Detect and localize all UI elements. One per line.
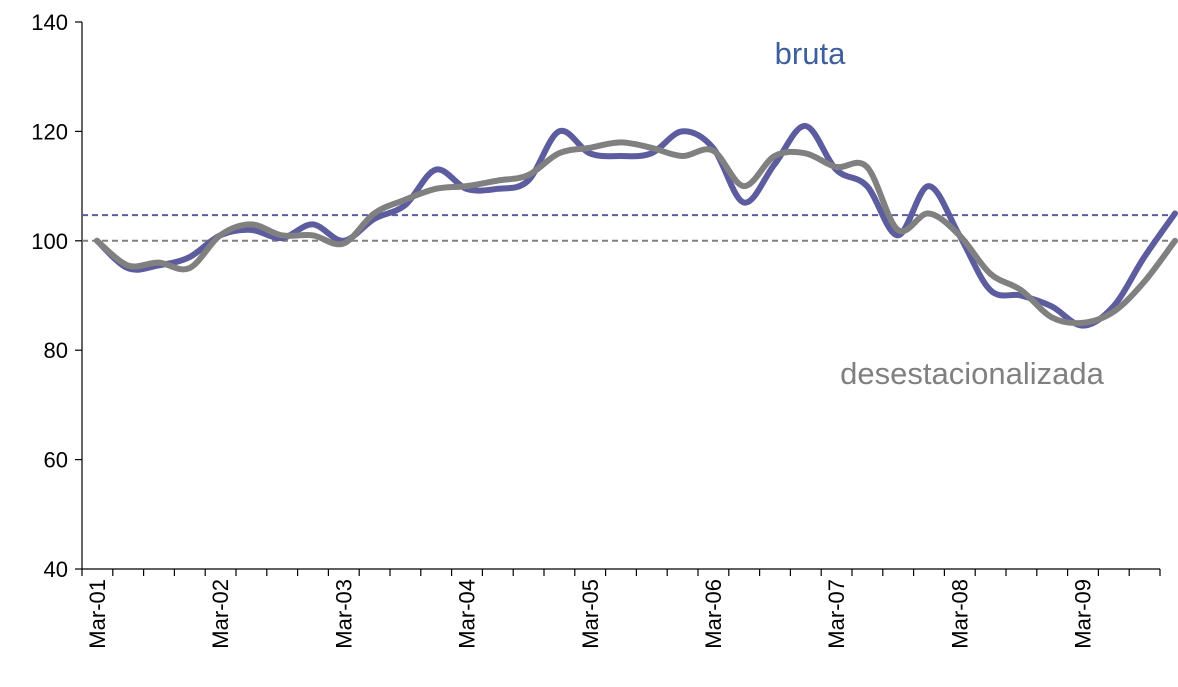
y-tick-label: 40 (44, 557, 68, 582)
y-tick-label: 100 (31, 229, 68, 254)
x-tick-label: Mar-07 (824, 579, 849, 649)
x-tick-label: Mar-09 (1071, 579, 1096, 649)
x-tick-label: Mar-02 (208, 579, 233, 649)
x-tick-label: Mar-08 (947, 579, 972, 649)
series-line (94, 139, 1178, 327)
x-tick-label: Mar-03 (331, 579, 356, 649)
x-tick-label: Mar-04 (455, 579, 480, 649)
y-tick-label: 120 (31, 119, 68, 144)
x-tick-label: Mar-05 (578, 579, 603, 649)
annotation: desestacionalizada (840, 356, 1104, 391)
annotation: bruta (775, 36, 846, 71)
y-tick-label: 80 (44, 338, 68, 363)
x-tick-label: Mar-01 (85, 579, 110, 649)
y-tick-label: 140 (31, 10, 68, 35)
x-tick-label: Mar-06 (701, 579, 726, 649)
y-tick-label: 60 (44, 448, 68, 473)
